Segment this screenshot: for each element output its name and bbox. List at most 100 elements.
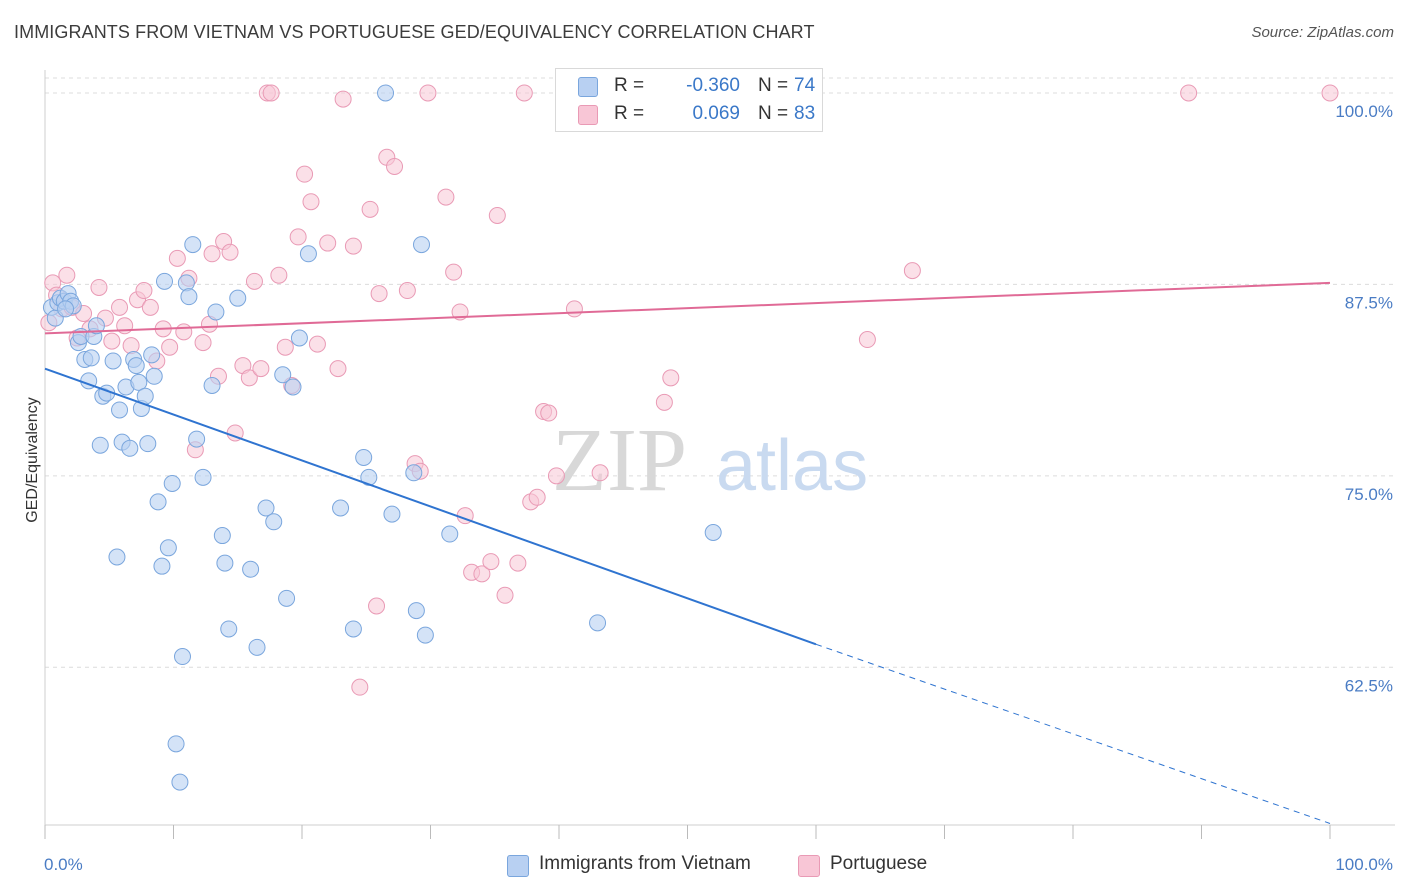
vietnam-point bbox=[57, 300, 75, 318]
portuguese-point bbox=[141, 298, 159, 316]
vietnam-point bbox=[127, 357, 145, 375]
chart-title: IMMIGRANTS FROM VIETNAM VS PORTUGUESE GE… bbox=[14, 22, 815, 42]
y-tick-label: 62.5% bbox=[1345, 676, 1393, 695]
vietnam-point bbox=[145, 367, 163, 385]
y-axis-title: GED/Equivalency bbox=[24, 397, 41, 522]
portuguese-point bbox=[655, 393, 673, 411]
portuguese-point bbox=[482, 553, 500, 571]
vietnam-point bbox=[416, 626, 434, 644]
x-tick-label: 0.0% bbox=[44, 855, 83, 874]
vietnam-trend-line bbox=[44, 367, 817, 646]
stats-legend: R = -0.360 N = 74 R = 0.069 N = 83 bbox=[555, 68, 823, 132]
portuguese-point bbox=[565, 300, 583, 318]
vietnam-point bbox=[332, 499, 350, 517]
n-label: N = bbox=[758, 103, 789, 124]
vietnam-point bbox=[284, 378, 302, 396]
portuguese-point bbox=[58, 266, 76, 284]
n-value: 83 bbox=[794, 103, 816, 124]
vietnam-point bbox=[242, 560, 260, 578]
vietnam-point bbox=[121, 439, 139, 457]
portuguese-point bbox=[445, 263, 463, 281]
vietnam-point bbox=[216, 554, 234, 572]
portuguese-point bbox=[509, 554, 527, 572]
portuguese-point bbox=[1180, 84, 1198, 102]
portuguese-point bbox=[370, 285, 388, 303]
vietnam-point bbox=[203, 376, 221, 394]
source-label: Source: ZipAtlas.com bbox=[1251, 24, 1394, 41]
vietnam-point bbox=[130, 373, 148, 391]
legend-label: Portuguese bbox=[830, 853, 928, 874]
vietnam-point bbox=[413, 236, 431, 254]
vietnam-point bbox=[383, 505, 401, 523]
portuguese-point bbox=[289, 228, 307, 246]
portuguese-point bbox=[368, 597, 386, 615]
portuguese-point bbox=[319, 234, 337, 252]
vietnam-point bbox=[104, 352, 122, 370]
vietnam-trend-extension bbox=[815, 643, 1331, 824]
portuguese-point bbox=[122, 337, 140, 355]
vietnam-point bbox=[149, 493, 167, 511]
portuguese-point bbox=[103, 332, 121, 350]
vietnam-point bbox=[173, 648, 191, 666]
portuguese-point bbox=[245, 272, 263, 290]
r-value: -0.360 bbox=[686, 75, 740, 96]
portuguese-point bbox=[308, 335, 326, 353]
portuguese-point bbox=[270, 266, 288, 284]
vietnam-point bbox=[229, 289, 247, 307]
vietnam-point bbox=[704, 523, 722, 541]
y-tick-label: 100.0% bbox=[1335, 102, 1393, 121]
portuguese-point bbox=[90, 278, 108, 296]
vietnam-point bbox=[156, 272, 174, 290]
vietnam-point bbox=[213, 527, 231, 545]
portuguese-swatch bbox=[798, 855, 820, 877]
watermark-zip: ZIP bbox=[552, 411, 687, 510]
portuguese-point bbox=[194, 334, 212, 352]
portuguese-point bbox=[203, 245, 221, 263]
portuguese-point bbox=[496, 586, 514, 604]
portuguese-point bbox=[903, 262, 921, 280]
portuguese-point bbox=[473, 565, 491, 583]
vietnam-point bbox=[407, 602, 425, 620]
vietnam-point bbox=[143, 346, 161, 364]
portuguese-point bbox=[351, 678, 369, 696]
portuguese-point bbox=[276, 338, 294, 356]
vietnam-point bbox=[82, 349, 100, 367]
portuguese-point bbox=[547, 467, 565, 485]
vietnam-point bbox=[91, 436, 109, 454]
r-label: R = bbox=[614, 75, 645, 96]
portuguese-point bbox=[1321, 84, 1339, 102]
vietnam-point bbox=[265, 513, 283, 531]
vietnam-point bbox=[171, 773, 189, 791]
vietnam-swatch bbox=[507, 855, 529, 877]
vietnam-point bbox=[355, 448, 373, 466]
portuguese-point bbox=[591, 464, 609, 482]
portuguese-point bbox=[386, 157, 404, 175]
portuguese-point bbox=[252, 360, 270, 378]
vietnam-point bbox=[163, 474, 181, 492]
n-value: 74 bbox=[794, 75, 816, 96]
vietnam-point bbox=[111, 401, 129, 419]
vietnam-point bbox=[207, 303, 225, 321]
portuguese-point bbox=[302, 193, 320, 211]
portuguese-point bbox=[858, 331, 876, 349]
trend-lines bbox=[44, 281, 1331, 824]
portuguese-point bbox=[262, 84, 280, 102]
vietnam-point bbox=[405, 464, 423, 482]
portuguese-point bbox=[419, 84, 437, 102]
portuguese-points bbox=[40, 84, 1339, 696]
vietnam-point bbox=[159, 539, 177, 557]
portuguese-point bbox=[240, 369, 258, 387]
vietnam-point bbox=[167, 735, 185, 753]
vietnam-point bbox=[344, 620, 362, 638]
portuguese-point bbox=[175, 323, 193, 341]
portuguese-point bbox=[334, 90, 352, 108]
portuguese-point bbox=[662, 369, 680, 387]
vietnam-points bbox=[42, 84, 722, 791]
x-tick-label: 100.0% bbox=[1335, 855, 1393, 874]
watermark-atlas: atlas bbox=[716, 426, 868, 506]
series-legend: Immigrants from Vietnam Portuguese bbox=[0, 852, 1406, 880]
r-value: 0.069 bbox=[692, 103, 740, 124]
portuguese-point bbox=[329, 360, 347, 378]
vietnam-point bbox=[184, 236, 202, 254]
vietnam-point bbox=[290, 329, 308, 347]
